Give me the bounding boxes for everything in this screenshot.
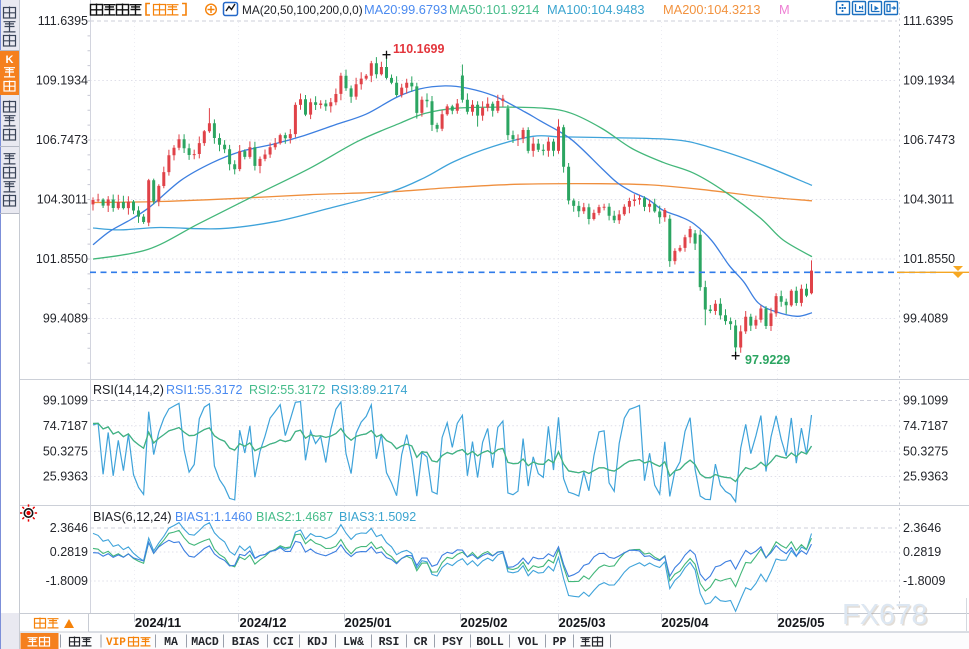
svg-text:BIAS(6,12,24): BIAS(6,12,24): [93, 510, 172, 524]
svg-text:BOLL: BOLL: [476, 636, 504, 649]
svg-text:101.8550: 101.8550: [36, 252, 88, 266]
svg-text:2025/04: 2025/04: [662, 615, 710, 630]
svg-text:MA: MA: [164, 636, 178, 649]
svg-text:MA50:101.9214: MA50:101.9214: [449, 2, 539, 17]
svg-text:BIAS3:1.5092: BIAS3:1.5092: [339, 510, 416, 524]
svg-text:RSI1:55.3172: RSI1:55.3172: [166, 383, 242, 397]
svg-text:RSI: RSI: [379, 636, 400, 649]
svg-text:109.1934: 109.1934: [903, 74, 955, 88]
svg-text:K: K: [6, 54, 14, 66]
svg-text:-1.8009: -1.8009: [903, 574, 945, 588]
svg-text:111.6395: 111.6395: [38, 14, 88, 28]
svg-text:110.1699: 110.1699: [393, 42, 444, 56]
svg-text:2.3646: 2.3646: [50, 521, 88, 535]
svg-text:RSI3:89.2174: RSI3:89.2174: [331, 383, 407, 397]
svg-text:25.9363: 25.9363: [903, 470, 948, 484]
svg-text:74.7187: 74.7187: [903, 419, 948, 433]
svg-text:CR: CR: [414, 636, 428, 649]
svg-text:RSI2:55.3172: RSI2:55.3172: [249, 383, 325, 397]
svg-text:RSI(14,14,2): RSI(14,14,2): [93, 383, 164, 397]
svg-text:2025/02: 2025/02: [461, 615, 508, 630]
svg-text:MA100:104.9483: MA100:104.9483: [547, 2, 644, 17]
svg-text:2025/05: 2025/05: [778, 615, 825, 630]
svg-text:M: M: [779, 2, 790, 17]
svg-text:50.3275: 50.3275: [43, 444, 88, 458]
svg-text:99.1099: 99.1099: [43, 394, 88, 408]
svg-text:106.7473: 106.7473: [36, 133, 88, 147]
svg-text:111.6395: 111.6395: [903, 14, 953, 28]
svg-text:0.2819: 0.2819: [903, 545, 941, 559]
svg-text:PSY: PSY: [442, 636, 463, 649]
svg-text:2024/11: 2024/11: [135, 615, 181, 630]
svg-text:2025/01: 2025/01: [345, 615, 392, 630]
svg-text:CCI: CCI: [273, 636, 294, 649]
svg-text:-1.8009: -1.8009: [46, 574, 88, 588]
svg-text:LW&: LW&: [343, 636, 364, 649]
svg-text:99.4089: 99.4089: [903, 312, 948, 326]
svg-text:99.1099: 99.1099: [903, 394, 948, 408]
svg-text:MACD: MACD: [191, 636, 219, 649]
svg-text:101.8550: 101.8550: [903, 252, 955, 266]
svg-text:74.7187: 74.7187: [43, 419, 88, 433]
svg-text:99.4089: 99.4089: [43, 312, 88, 326]
svg-text:104.3011: 104.3011: [903, 193, 954, 207]
svg-text:BIAS: BIAS: [232, 636, 260, 649]
svg-text:25.9363: 25.9363: [43, 470, 88, 484]
svg-text:BIAS2:1.4687: BIAS2:1.4687: [256, 510, 333, 524]
svg-text:2.3646: 2.3646: [903, 521, 941, 535]
svg-text:KDJ: KDJ: [307, 636, 328, 649]
svg-text:VIP: VIP: [106, 637, 126, 649]
svg-text:MA(20,50,100,200,0,0): MA(20,50,100,200,0,0): [242, 3, 363, 17]
svg-text:2024/12: 2024/12: [240, 615, 287, 630]
svg-text:97.9229: 97.9229: [745, 353, 790, 367]
svg-text:109.1934: 109.1934: [36, 74, 88, 88]
svg-text:0.2819: 0.2819: [50, 545, 88, 559]
svg-text:2025/03: 2025/03: [559, 615, 606, 630]
svg-text:104.3011: 104.3011: [37, 193, 88, 207]
svg-text:VOL: VOL: [518, 636, 539, 649]
svg-text:MA20:99.6793: MA20:99.6793: [364, 2, 447, 17]
svg-text:106.7473: 106.7473: [903, 133, 955, 147]
svg-text:FX678: FX678: [844, 601, 929, 633]
svg-text:BIAS1:1.1460: BIAS1:1.1460: [175, 510, 252, 524]
svg-text:50.3275: 50.3275: [903, 444, 948, 458]
svg-text:PP: PP: [553, 636, 567, 649]
svg-text:MA200:104.3213: MA200:104.3213: [663, 2, 760, 17]
svg-text:FX678: FX678: [842, 599, 927, 631]
